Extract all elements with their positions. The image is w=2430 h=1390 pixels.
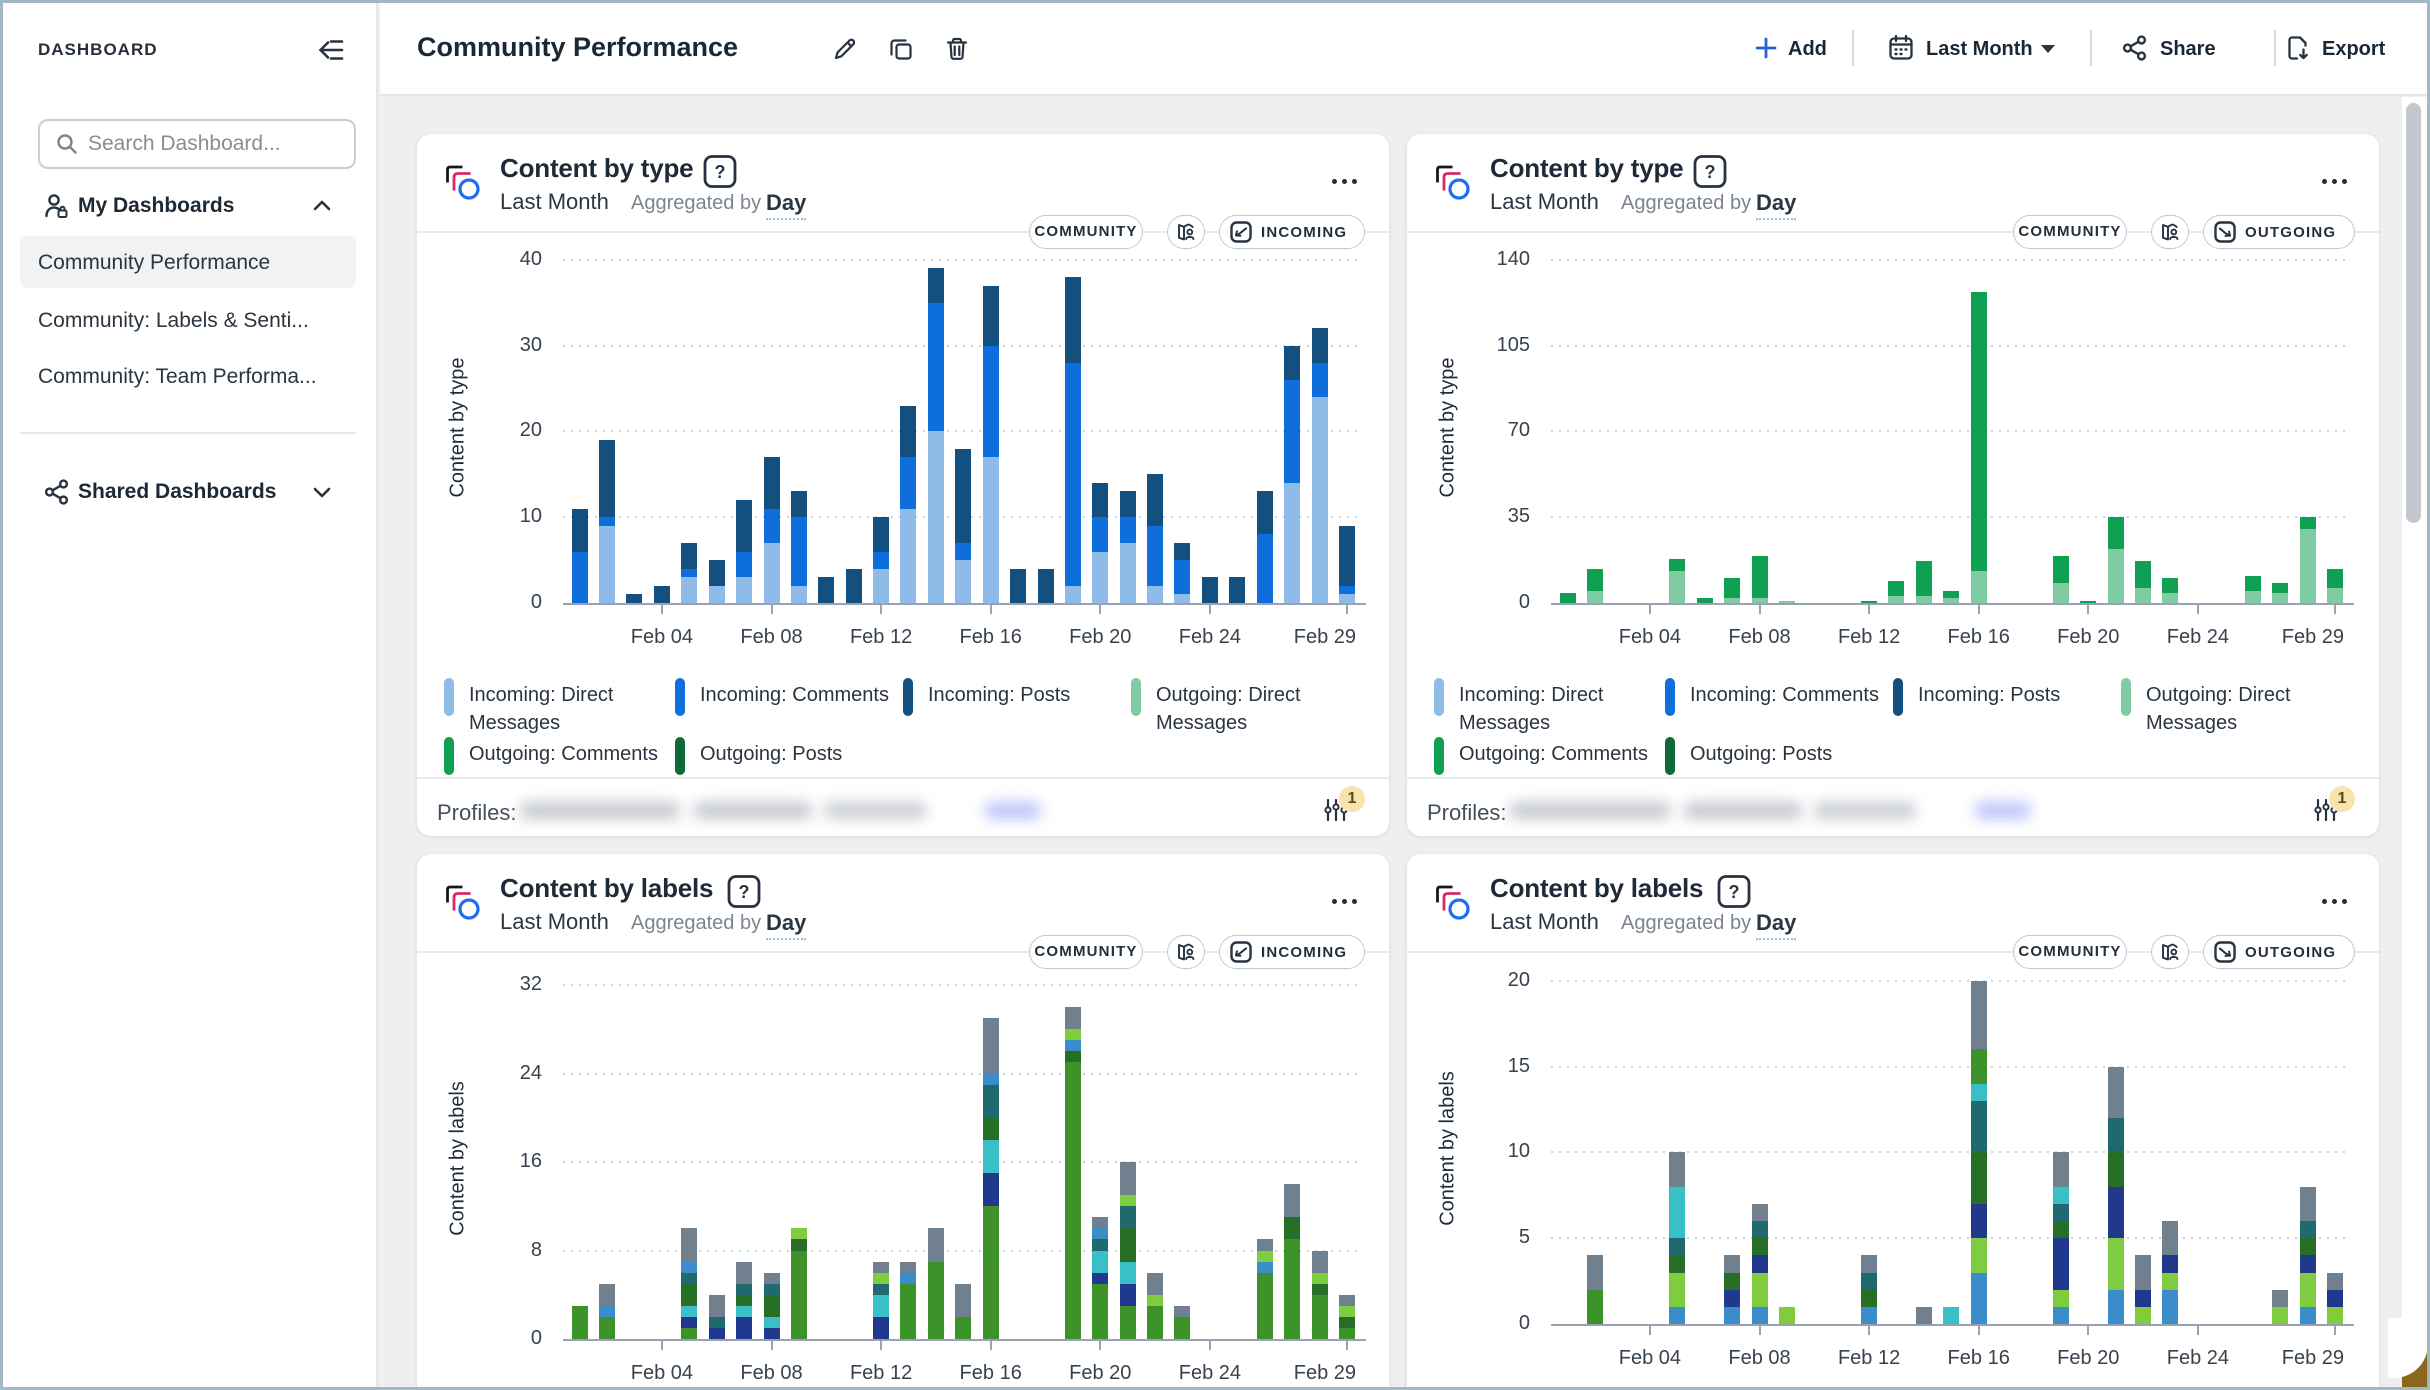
svg-text:?: ?	[715, 162, 726, 182]
svg-text:?: ?	[739, 882, 750, 902]
svg-text:?: ?	[1729, 882, 1740, 902]
svg-text:?: ?	[1705, 162, 1716, 182]
